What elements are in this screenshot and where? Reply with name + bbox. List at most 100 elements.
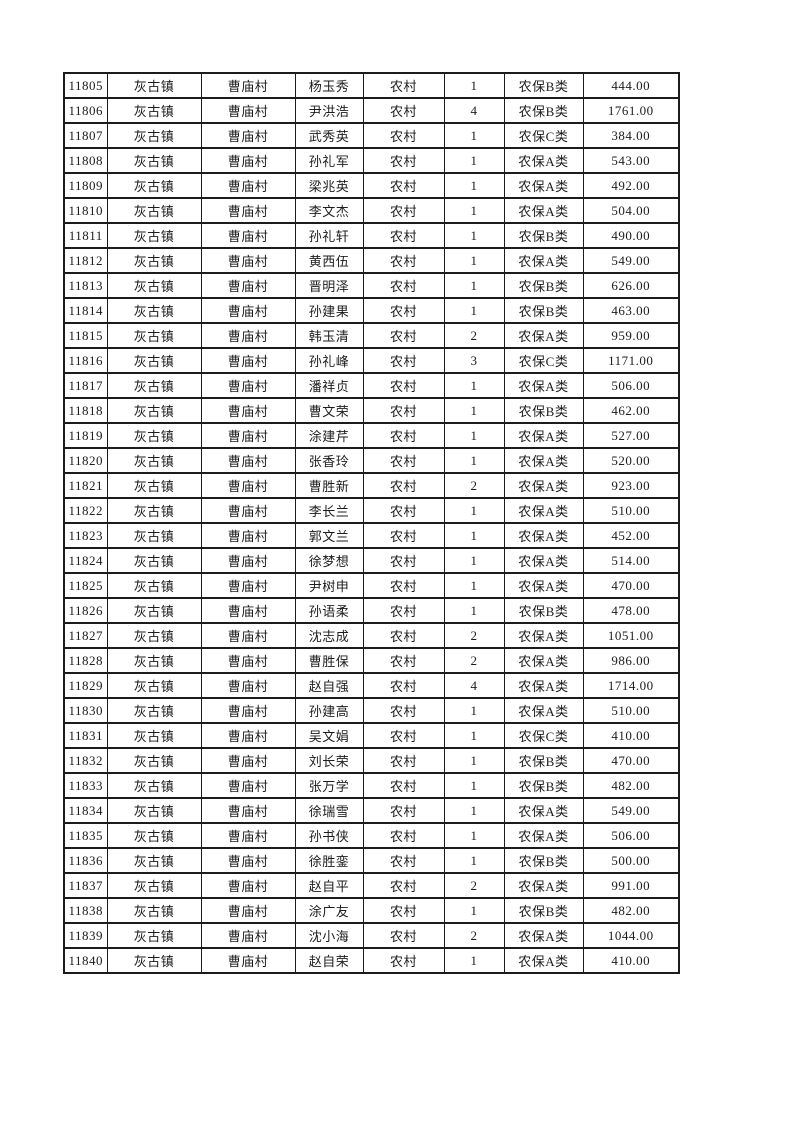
cell-id: 11830	[63, 697, 108, 724]
table-row: 11833 灰古镇 曹庙村 张万学 农村 1 农保B类 482.00	[63, 772, 680, 799]
cell-residence-type: 农村	[362, 697, 445, 724]
cell-amount: 510.00	[582, 497, 680, 524]
cell-insurance-category: 农保A类	[503, 172, 584, 199]
table-row: 11837 灰古镇 曹庙村 赵自平 农村 2 农保A类 991.00	[63, 872, 680, 899]
cell-town: 灰古镇	[106, 597, 202, 624]
cell-insurance-category: 农保B类	[503, 847, 584, 874]
cell-person-count: 1	[443, 422, 505, 449]
cell-town: 灰古镇	[106, 422, 202, 449]
cell-name: 梁兆英	[294, 172, 364, 199]
cell-person-count: 1	[443, 172, 505, 199]
table-row: 11807 灰古镇 曹庙村 武秀英 农村 1 农保C类 384.00	[63, 122, 680, 149]
cell-town: 灰古镇	[106, 222, 202, 249]
cell-amount: 520.00	[582, 447, 680, 474]
cell-amount: 506.00	[582, 372, 680, 399]
cell-name: 孙礼军	[294, 147, 364, 174]
cell-insurance-category: 农保A类	[503, 422, 584, 449]
table-row: 11815 灰古镇 曹庙村 韩玉清 农村 2 农保A类 959.00	[63, 322, 680, 349]
cell-town: 灰古镇	[106, 747, 202, 774]
cell-village: 曹庙村	[200, 747, 296, 774]
cell-name: 赵自强	[294, 672, 364, 699]
cell-id: 11822	[63, 497, 108, 524]
table-row: 11822 灰古镇 曹庙村 李长兰 农村 1 农保A类 510.00	[63, 497, 680, 524]
cell-name: 尹树申	[294, 572, 364, 599]
cell-id: 11820	[63, 447, 108, 474]
table-row: 11828 灰古镇 曹庙村 曹胜保 农村 2 农保A类 986.00	[63, 647, 680, 674]
table-row: 11812 灰古镇 曹庙村 黄西伍 农村 1 农保A类 549.00	[63, 247, 680, 274]
cell-amount: 543.00	[582, 147, 680, 174]
cell-residence-type: 农村	[362, 872, 445, 899]
cell-insurance-category: 农保A类	[503, 797, 584, 824]
cell-residence-type: 农村	[362, 747, 445, 774]
cell-id: 11836	[63, 847, 108, 874]
cell-residence-type: 农村	[362, 122, 445, 149]
cell-residence-type: 农村	[362, 597, 445, 624]
cell-village: 曹庙村	[200, 697, 296, 724]
cell-village: 曹庙村	[200, 97, 296, 124]
cell-id: 11828	[63, 647, 108, 674]
cell-person-count: 1	[443, 272, 505, 299]
table-row: 11823 灰古镇 曹庙村 郭文兰 农村 1 农保A类 452.00	[63, 522, 680, 549]
cell-id: 11809	[63, 172, 108, 199]
cell-person-count: 1	[443, 522, 505, 549]
cell-insurance-category: 农保C类	[503, 122, 584, 149]
cell-town: 灰古镇	[106, 547, 202, 574]
cell-person-count: 2	[443, 322, 505, 349]
cell-name: 曹胜保	[294, 647, 364, 674]
cell-residence-type: 农村	[362, 222, 445, 249]
cell-name: 孙书侠	[294, 822, 364, 849]
cell-residence-type: 农村	[362, 772, 445, 799]
table-row: 11836 灰古镇 曹庙村 徐胜銮 农村 1 农保B类 500.00	[63, 847, 680, 874]
table-row: 11825 灰古镇 曹庙村 尹树申 农村 1 农保A类 470.00	[63, 572, 680, 599]
cell-amount: 492.00	[582, 172, 680, 199]
table-row: 11835 灰古镇 曹庙村 孙书侠 农村 1 农保A类 506.00	[63, 822, 680, 849]
table-row: 11819 灰古镇 曹庙村 涂建芹 农村 1 农保A类 527.00	[63, 422, 680, 449]
cell-town: 灰古镇	[106, 897, 202, 924]
cell-name: 孙建高	[294, 697, 364, 724]
cell-insurance-category: 农保A类	[503, 697, 584, 724]
cell-name: 张香玲	[294, 447, 364, 474]
cell-id: 11824	[63, 547, 108, 574]
cell-person-count: 1	[443, 247, 505, 274]
table-row: 11816 灰古镇 曹庙村 孙礼峰 农村 3 农保C类 1171.00	[63, 347, 680, 374]
cell-residence-type: 农村	[362, 822, 445, 849]
cell-amount: 444.00	[582, 72, 680, 99]
cell-residence-type: 农村	[362, 522, 445, 549]
cell-id: 11814	[63, 297, 108, 324]
cell-amount: 463.00	[582, 297, 680, 324]
cell-name: 孙语柔	[294, 597, 364, 624]
table-row: 11810 灰古镇 曹庙村 李文杰 农村 1 农保A类 504.00	[63, 197, 680, 224]
cell-id: 11827	[63, 622, 108, 649]
table-row: 11818 灰古镇 曹庙村 曹文荣 农村 1 农保B类 462.00	[63, 397, 680, 424]
cell-person-count: 2	[443, 922, 505, 949]
cell-name: 孙建果	[294, 297, 364, 324]
cell-amount: 986.00	[582, 647, 680, 674]
cell-village: 曹庙村	[200, 472, 296, 499]
cell-town: 灰古镇	[106, 922, 202, 949]
cell-name: 赵自荣	[294, 947, 364, 974]
cell-name: 杨玉秀	[294, 72, 364, 99]
cell-village: 曹庙村	[200, 197, 296, 224]
table-row: 11813 灰古镇 曹庙村 晋明泽 农村 1 农保B类 626.00	[63, 272, 680, 299]
cell-residence-type: 农村	[362, 372, 445, 399]
cell-amount: 514.00	[582, 547, 680, 574]
cell-name: 徐瑞雪	[294, 797, 364, 824]
cell-person-count: 1	[443, 797, 505, 824]
cell-amount: 1171.00	[582, 347, 680, 374]
cell-village: 曹庙村	[200, 322, 296, 349]
cell-amount: 504.00	[582, 197, 680, 224]
cell-insurance-category: 农保A类	[503, 147, 584, 174]
cell-amount: 410.00	[582, 722, 680, 749]
cell-id: 11823	[63, 522, 108, 549]
cell-residence-type: 农村	[362, 197, 445, 224]
cell-town: 灰古镇	[106, 147, 202, 174]
cell-id: 11819	[63, 422, 108, 449]
cell-id: 11808	[63, 147, 108, 174]
cell-id: 11811	[63, 222, 108, 249]
cell-id: 11825	[63, 572, 108, 599]
cell-town: 灰古镇	[106, 97, 202, 124]
cell-amount: 549.00	[582, 797, 680, 824]
cell-residence-type: 农村	[362, 572, 445, 599]
cell-person-count: 2	[443, 472, 505, 499]
